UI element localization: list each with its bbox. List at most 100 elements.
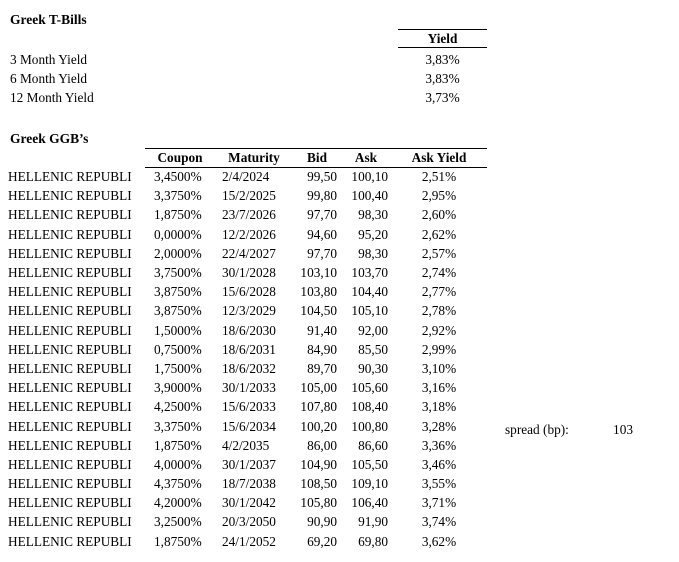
ggb-bond-name: HELLENIC REPUBLI: [8, 245, 132, 261]
ggb-bond-maturity: 30/1/2037: [222, 456, 276, 472]
ggb-bond-maturity: 18/7/2038: [222, 476, 276, 492]
ggb-bond-ask: 100,40: [351, 188, 388, 204]
ggb-bond-coupon: 1,8750%: [154, 533, 202, 549]
ggb-bond-ask: 105,10: [351, 303, 388, 319]
ggb-bond-table: Coupon Maturity Bid Ask Ask Yield HELLEN…: [8, 148, 487, 551]
ggb-bond-ask-yield: 2,78%: [421, 303, 457, 319]
tbill-row-yield-value: 3,73%: [425, 89, 460, 105]
ggb-bond-name: HELLENIC REPUBLI: [8, 360, 132, 376]
ggb-bond-ask-yield: 2,77%: [421, 284, 457, 300]
tbill-row-yield-value: 3,83%: [425, 70, 460, 86]
ggb-bond-maturity: 24/1/2052: [222, 533, 276, 549]
ggb-bond-ask-yield: 2,60%: [421, 207, 457, 223]
ggb-bond-bid: 94,60: [307, 226, 337, 242]
ggb-bond-maturity: 15/6/2033: [222, 399, 276, 415]
ggb-header-maturity: Maturity: [215, 148, 293, 168]
ggb-bond-maturity: 23/7/2026: [222, 207, 276, 223]
ggb-bond-name: HELLENIC REPUBLI: [8, 380, 132, 396]
ggb-bond-ask: 92,00: [358, 322, 388, 338]
ggb-bond-maturity: 2/4/2024: [222, 169, 270, 185]
tbills-section-title: Greek T-Bills: [10, 12, 87, 27]
ggb-bond-coupon: 3,9000%: [154, 380, 202, 396]
tbill-row-yield-value: 3,83%: [425, 51, 460, 67]
ggb-bond-ask-yield: 3,16%: [421, 380, 457, 396]
ggb-bond-row: HELLENIC REPUBLI 1,8750% 24/1/2052 69,20…: [8, 532, 487, 551]
ggb-bond-coupon: 3,7500%: [154, 265, 202, 281]
ggb-bond-row: HELLENIC REPUBLI 4,2500% 15/6/2033 107,8…: [8, 398, 487, 417]
ggb-bond-ask-yield: 3,28%: [421, 418, 457, 434]
ggb-bond-row: HELLENIC REPUBLI 0,7500% 18/6/2031 84,90…: [8, 340, 487, 359]
ggb-bond-ask: 90,30: [358, 360, 388, 376]
ggb-bond-ask-yield: 2,62%: [421, 226, 457, 242]
tbills-yield-column-header: Yield: [398, 29, 487, 48]
ggb-header-ask: Ask: [341, 148, 391, 168]
ggb-header-ask-yield: Ask Yield: [391, 148, 487, 168]
tbill-row-label: 3 Month Yield: [10, 51, 88, 67]
ggb-bond-row: HELLENIC REPUBLI 4,0000% 30/1/2037 104,9…: [8, 455, 487, 474]
ggb-bond-name: HELLENIC REPUBLI: [8, 514, 132, 530]
tbills-yield-header-label: Yield: [427, 31, 458, 46]
ggb-table-header-row: Coupon Maturity Bid Ask Ask Yield: [8, 148, 487, 168]
ggb-bond-name: HELLENIC REPUBLI: [8, 341, 132, 357]
ggb-bond-bid: 99,80: [307, 188, 337, 204]
ggb-bond-row: HELLENIC REPUBLI 4,2000% 30/1/2042 105,8…: [8, 494, 487, 513]
ggb-bond-bid: 86,00: [307, 437, 337, 453]
ggb-bond-bid: 89,70: [307, 360, 337, 376]
tbill-row-label: 6 Month Yield: [10, 70, 88, 86]
ggb-bond-bid: 107,80: [300, 399, 337, 415]
ggb-bond-bid: 97,70: [307, 245, 337, 261]
ggb-bond-bid: 97,70: [307, 207, 337, 223]
ggb-header-coupon: Coupon: [145, 148, 215, 168]
tbill-row: 12 Month Yield 3,73%: [10, 88, 487, 107]
ggb-bond-ask: 86,60: [358, 437, 388, 453]
ggb-bond-coupon: 0,0000%: [154, 226, 202, 242]
ggb-bond-name: HELLENIC REPUBLI: [8, 303, 132, 319]
ggb-bond-maturity: 18/6/2032: [222, 360, 276, 376]
ggb-bond-ask: 104,40: [351, 284, 388, 300]
ggb-bond-row: HELLENIC REPUBLI 3,3750% 15/2/2025 99,80…: [8, 187, 487, 206]
ggb-bond-bid: 103,80: [300, 284, 337, 300]
ggb-bond-bid: 105,00: [300, 380, 337, 396]
ggb-bond-name: HELLENIC REPUBLI: [8, 188, 132, 204]
ggb-bond-name: HELLENIC REPUBLI: [8, 284, 132, 300]
ggb-header-bid: Bid: [293, 148, 341, 168]
ggb-bond-ask: 108,40: [351, 399, 388, 415]
ggb-bond-ask-yield: 3,55%: [421, 476, 457, 492]
ggb-bond-row: HELLENIC REPUBLI 1,5000% 18/6/2030 91,40…: [8, 321, 487, 340]
spread-value: 103: [613, 421, 633, 437]
ggb-bond-ask-yield: 2,95%: [421, 188, 457, 204]
tbill-row: 6 Month Yield 3,83%: [10, 69, 487, 88]
ggb-bond-maturity: 4/2/2035: [222, 437, 270, 453]
ggb-bond-name: HELLENIC REPUBLI: [8, 265, 132, 281]
ggb-bond-row: HELLENIC REPUBLI 3,2500% 20/3/2050 90,90…: [8, 513, 487, 532]
ggb-bond-ask: 91,90: [358, 514, 388, 530]
ggb-bond-bid: 84,90: [307, 341, 337, 357]
ggb-bond-coupon: 2,0000%: [154, 245, 202, 261]
ggb-bond-ask: 103,70: [351, 265, 388, 281]
ggb-bond-ask-yield: 2,51%: [421, 169, 457, 185]
ggb-bond-ask-yield: 3,71%: [421, 495, 457, 511]
ggb-bond-row: HELLENIC REPUBLI 0,0000% 12/2/2026 94,60…: [8, 225, 487, 244]
ggb-bond-coupon: 3,8750%: [154, 284, 202, 300]
ggb-bond-maturity: 30/1/2033: [222, 380, 276, 396]
ggb-bond-maturity: 18/6/2031: [222, 341, 276, 357]
ggb-bond-maturity: 22/4/2027: [222, 245, 276, 261]
ggb-bond-row: HELLENIC REPUBLI 3,8750% 15/6/2028 103,8…: [8, 283, 487, 302]
ggb-bond-name: HELLENIC REPUBLI: [8, 226, 132, 242]
ggb-bond-ask-yield: 3,36%: [421, 437, 457, 453]
ggb-bond-bid: 108,50: [300, 476, 337, 492]
ggb-bond-coupon: 4,2000%: [154, 495, 202, 511]
ggb-bond-name: HELLENIC REPUBLI: [8, 399, 132, 415]
ggb-bond-bid: 90,90: [307, 514, 337, 530]
ggb-bond-bid: 103,10: [300, 265, 337, 281]
ggb-bond-coupon: 3,2500%: [154, 514, 202, 530]
ggb-bond-bid: 104,50: [300, 303, 337, 319]
ggb-bond-bid: 104,90: [300, 456, 337, 472]
ggb-bond-name: HELLENIC REPUBLI: [8, 476, 132, 492]
ggb-bond-ask-yield: 3,74%: [421, 514, 457, 530]
ggb-bond-ask-yield: 2,57%: [421, 245, 457, 261]
ggb-bond-ask-yield: 3,18%: [421, 399, 457, 415]
ggb-bond-row: HELLENIC REPUBLI 4,3750% 18/7/2038 108,5…: [8, 475, 487, 494]
ggb-bond-coupon: 1,8750%: [154, 207, 202, 223]
